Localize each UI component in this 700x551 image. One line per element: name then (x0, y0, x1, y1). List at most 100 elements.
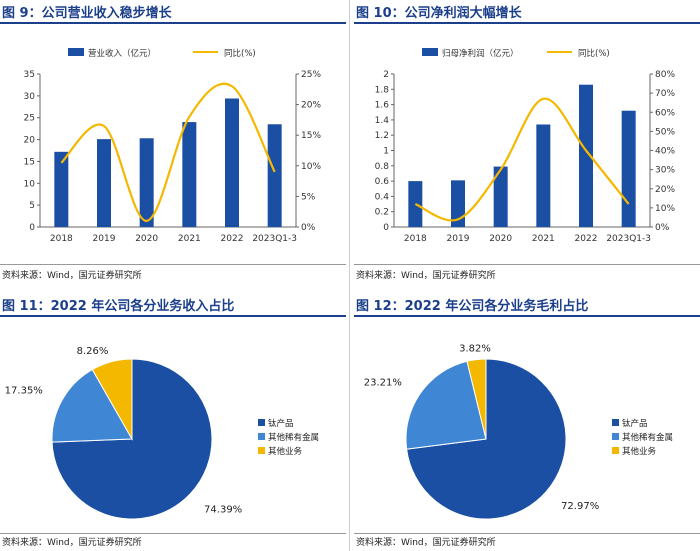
y-tick-label-right: 0% (655, 223, 670, 233)
y-tick-label-left: 0 (383, 223, 389, 233)
chart-title: 图 11：2022 年公司各分业务收入占比 (2, 299, 235, 314)
legend-label: 同比(%) (578, 48, 610, 59)
source-note: 资料来源：Wind，国元证券研究所 (2, 538, 142, 548)
y-tick-label-right: 80% (655, 70, 675, 80)
x-tick-label: 2020 (135, 234, 158, 244)
source-rule (354, 264, 700, 265)
source-rule (0, 533, 346, 534)
y-tick-label-right: 40% (655, 147, 675, 157)
panel-title-bar: 图 12：2022 年公司各分业务毛利占比 (354, 293, 700, 317)
panel-gross-profit-mix: 图 12：2022 年公司各分业务毛利占比 72.97% 23.21% 3.82% 钛… (354, 293, 700, 551)
bar (408, 181, 423, 227)
legend-swatch (612, 419, 619, 426)
legend-label: 其他业务 (622, 446, 657, 457)
panel-revenue: 图 9：公司营业收入稳步增长 营业收入（亿元） 同比(%) 0 5 10 15 20 25 30… (0, 0, 346, 283)
chart-title: 图 10：公司净利润大幅增长 (356, 6, 522, 21)
pie-slice (466, 358, 487, 440)
growth-line (414, 97, 630, 222)
pie-slice (405, 360, 487, 450)
source-note: 资料来源：Wind，国元证券研究所 (356, 271, 496, 281)
y-tick-label-right: 70% (655, 89, 675, 99)
panel-net-profit: 图 10：公司净利润大幅增长 归母净利润（亿元） 同比(%) 0 0.2 0.4 0.6 0… (354, 0, 700, 283)
y-tick-label-left: 1.6 (375, 101, 390, 111)
panel-title-bar: 图 9：公司营业收入稳步增长 (0, 0, 346, 24)
bar (139, 138, 154, 227)
legend-label: 钛产品 (622, 418, 648, 429)
legend-swatch-bar (68, 48, 84, 56)
y-tick-label-left: 0.4 (375, 192, 390, 202)
y-tick-label-left: 1 (383, 147, 389, 157)
x-tick-label: 2018 (50, 234, 73, 244)
bar (579, 84, 593, 228)
x-tick-label: 2022 (575, 234, 598, 244)
x-tick-label: 2020 (489, 234, 512, 244)
bar (97, 139, 111, 227)
legend-swatch (612, 447, 619, 454)
y-tick-label-right: 10% (301, 162, 321, 172)
y-tick-label-left: 2 (383, 70, 389, 80)
source-note: 资料来源：Wind，国元证券研究所 (2, 271, 142, 281)
legend-swatch-bar (422, 48, 438, 56)
y-tick-label-right: 50% (655, 127, 675, 137)
legend-swatch (612, 433, 619, 440)
pie-value-label: 74.39% (204, 504, 242, 515)
growth-line (60, 82, 276, 222)
y-tick-label-left: 0.6 (375, 177, 390, 187)
x-tick-label: 2023Q1-3 (252, 234, 297, 244)
legend-label: 钛产品 (268, 418, 294, 429)
y-tick-label-left: 5 (29, 201, 35, 211)
x-tick-label: 2018 (404, 234, 427, 244)
y-tick-label-left: 35 (24, 70, 35, 80)
bar (621, 110, 636, 227)
legend-label: 同比(%) (224, 48, 256, 59)
x-tick-label: 2019 (447, 234, 470, 244)
bar (451, 180, 465, 227)
y-tick-label-right: 20% (301, 101, 321, 111)
legend-swatch (258, 433, 265, 440)
bar (536, 124, 551, 227)
y-tick-label-right: 0% (301, 223, 316, 233)
y-tick-label-right: 60% (655, 108, 675, 118)
source-rule (0, 264, 346, 265)
legend-label: 其他业务 (268, 446, 303, 457)
pie-value-label: 23.21% (364, 377, 402, 388)
source-rule (354, 533, 700, 534)
y-tick-label-left: 0.2 (375, 208, 389, 218)
x-tick-label: 2021 (178, 234, 201, 244)
x-tick-label: 2021 (532, 234, 555, 244)
chart-title: 图 12：2022 年公司各分业务毛利占比 (356, 299, 589, 314)
pie-value-label: 17.35% (5, 385, 43, 396)
chart-title: 图 9：公司营业收入稳步增长 (2, 6, 172, 21)
y-tick-label-right: 25% (301, 70, 321, 80)
pie-value-label: 3.82% (459, 344, 491, 355)
legend-label: 归母净利润（亿元） (442, 48, 519, 59)
panel-title-bar: 图 10：公司净利润大幅增长 (354, 0, 700, 24)
legend-swatch (258, 447, 265, 454)
bar (225, 98, 239, 227)
y-tick-label-right: 30% (655, 166, 675, 176)
y-tick-label-left: 0 (29, 223, 35, 233)
panel-title-bar: 图 11：2022 年公司各分业务收入占比 (0, 293, 346, 317)
y-tick-label-left: 20 (24, 136, 36, 146)
y-tick-label-left: 30 (24, 92, 36, 102)
bar-line-chart-net-profit: 归母净利润（亿元） 同比(%) 0 0.2 0.4 0.6 0.8 1 1.2 1.4 1.6 1.8… (375, 48, 675, 244)
bar-line-chart-revenue: 营业收入（亿元） 同比(%) 0 5 10 15 20 25 30 35 0% 5% 10% 15% 20%… (24, 48, 321, 244)
x-tick-label: 2019 (93, 234, 116, 244)
pie-value-label: 8.26% (77, 346, 109, 357)
y-tick-label-left: 1.4 (375, 116, 390, 126)
y-tick-label-right: 10% (655, 204, 675, 214)
source-note: 资料来源：Wind，国元证券研究所 (356, 538, 496, 548)
bar (54, 151, 69, 227)
y-tick-label-right: 20% (655, 185, 675, 195)
y-tick-label-left: 0.8 (375, 162, 390, 172)
bar (267, 124, 282, 227)
legend-label: 其他稀有金属 (622, 432, 673, 443)
pie-slice (51, 368, 133, 443)
legend-label: 营业收入（亿元） (88, 48, 156, 59)
x-tick-label: 2022 (221, 234, 244, 244)
y-tick-label-left: 10 (24, 179, 36, 189)
y-tick-label-left: 1.8 (375, 85, 390, 95)
x-tick-label: 2023Q1-3 (606, 234, 651, 244)
